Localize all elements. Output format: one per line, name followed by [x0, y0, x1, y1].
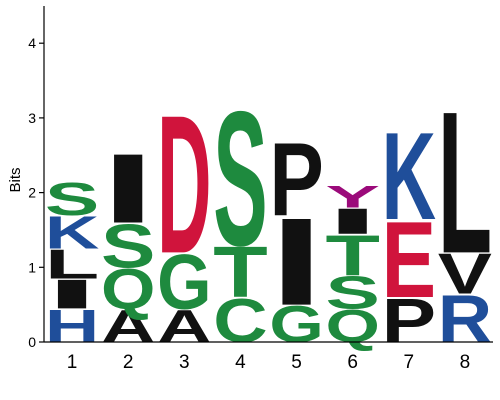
logo-stack-6-letter: Q: [325, 300, 379, 353]
y-tick-label: 1: [28, 259, 36, 275]
y-tick-label: 2: [28, 185, 36, 201]
x-position-label: 2: [123, 352, 134, 373]
logo-letter-i: I: [325, 201, 379, 241]
logo-stack-2-letter: A: [101, 300, 155, 352]
logo-letter-k: K: [45, 207, 99, 259]
logo-letter-e: E: [382, 200, 436, 321]
y-tick-label: 3: [28, 110, 36, 126]
logo-stack-8-letter: V: [438, 241, 492, 305]
x-position-label: 3: [179, 352, 190, 373]
logo-letter-i: I: [269, 192, 323, 332]
logo-stack-4-letter: T: [213, 232, 267, 313]
logo-letter-i: I: [45, 271, 99, 317]
logo-stack-6-letter: Y: [325, 180, 379, 215]
logo-stack-3-letter: A: [157, 300, 211, 352]
y-tick-label: 0: [28, 334, 36, 350]
logo-stack-7-letter: E: [382, 200, 436, 321]
logo-letter-q: Q: [101, 257, 155, 321]
logo-letter-s: S: [213, 72, 267, 287]
logo-letter-d: D: [157, 74, 211, 295]
x-axis-labels: 1 2 3 4 5 6 7 8: [67, 352, 470, 373]
y-axis-title: Bits: [7, 167, 24, 192]
logo-letter-t: T: [213, 232, 267, 313]
x-position-label: 6: [347, 352, 358, 373]
logo-letter-p: P: [269, 122, 323, 238]
logo-stack-5-letter: G: [269, 296, 323, 354]
logo-letter-s: S: [101, 212, 155, 281]
logo-letter-a: A: [157, 300, 211, 352]
logo-stack-4-letter: S: [213, 72, 267, 287]
logo-stack-1-letter: I: [45, 271, 99, 317]
y-axis-ticks: 0 1 2 3 4: [28, 35, 44, 350]
x-position-label: 8: [460, 352, 471, 373]
x-position-label: 4: [235, 352, 246, 373]
logo-stack-7-letter: K: [382, 106, 436, 245]
logo-stack-8-letter: L: [438, 70, 492, 296]
logo-letter-t: T: [325, 223, 379, 287]
logo-stack-1-letter: K: [45, 207, 99, 259]
x-position-label: 5: [291, 352, 302, 373]
logo-letter-l: L: [438, 70, 492, 296]
logo-letter-c: C: [213, 285, 267, 355]
logo-stack-3-letter: G: [157, 238, 211, 325]
logo-stack-2-letter: I: [101, 133, 155, 243]
logo-letter-v: V: [438, 241, 492, 305]
logo-stack-6-letter: T: [325, 223, 379, 287]
logo-stack-1-letter: L: [45, 241, 99, 288]
logo-stack-7-letter: P: [382, 286, 436, 355]
y-tick-label: 4: [28, 35, 36, 51]
logo-letter-k: K: [382, 106, 436, 245]
logo-letter-h: H: [45, 300, 99, 352]
logo-letter-r: R: [438, 282, 492, 357]
x-position-label: 7: [404, 352, 415, 373]
logo-stack-6-letter: S: [325, 267, 379, 319]
logo-letter-q: Q: [325, 300, 379, 353]
logo-letter-g: G: [157, 238, 211, 325]
logo-stack-8-letter: R: [438, 282, 492, 357]
logo-stack-6-letter: I: [325, 201, 379, 241]
logo-stack-2-letter: S: [101, 212, 155, 281]
logo-stack-1-letter: H: [45, 300, 99, 352]
logo-stack-4-letter: C: [213, 285, 267, 355]
logo-letter-l: L: [45, 241, 99, 288]
logo-letter-s: S: [325, 267, 379, 319]
logo-letter-i: I: [101, 133, 155, 243]
logo-letter-s: S: [45, 174, 99, 226]
logo-letter-g: G: [269, 296, 323, 354]
logo-stack-2-letter: Q: [101, 257, 155, 321]
logo-stack-1-letter: S: [45, 174, 99, 226]
logo-stack-5-letter: P: [269, 122, 323, 238]
logo-stack-5-letter: I: [269, 192, 323, 332]
logo-letter-p: P: [382, 286, 436, 355]
logo-letter-a: A: [101, 300, 155, 352]
x-position-label: 1: [67, 352, 78, 373]
logo-letter-y: Y: [325, 180, 379, 215]
logo-stack-3-letter: D: [157, 74, 211, 295]
